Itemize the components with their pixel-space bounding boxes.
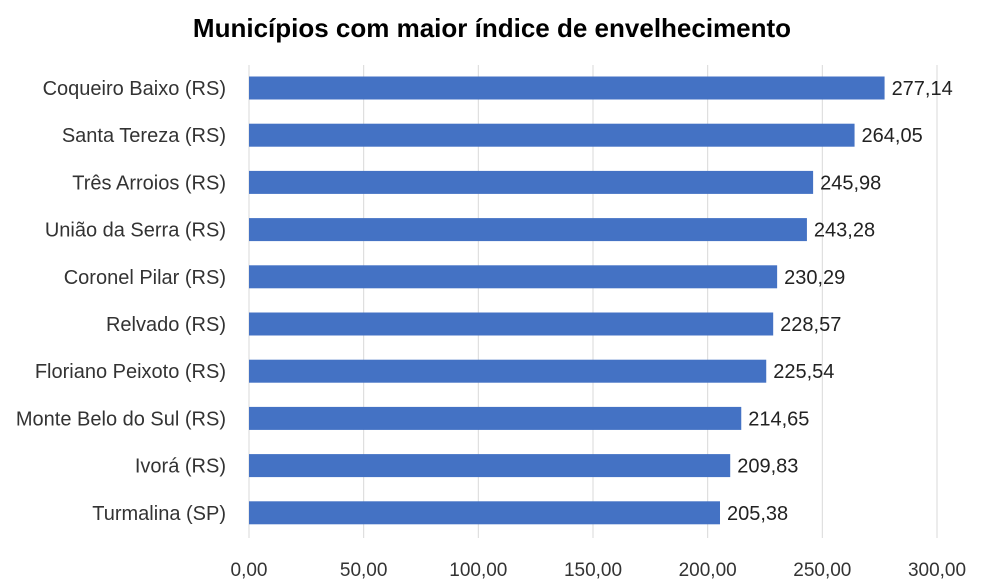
data-label: 228,57 [780, 314, 841, 336]
data-label: 245,98 [820, 172, 881, 194]
x-tick-label: 150,00 [564, 560, 622, 581]
bar [249, 501, 721, 525]
bar [249, 218, 807, 242]
data-labels: 277,14 264,05 245,98 243,28 230,29 228,57 225,… [727, 78, 953, 525]
data-label: 225,54 [773, 361, 834, 383]
category-label: Coronel Pilar (RS) [64, 267, 226, 289]
x-tick-label: 50,00 [340, 560, 388, 581]
bar [249, 406, 742, 430]
bar [249, 312, 774, 336]
bar [249, 170, 814, 194]
bars [249, 76, 885, 525]
bar [249, 123, 855, 147]
data-label: 264,05 [862, 125, 923, 147]
category-label: Santa Tereza (RS) [62, 125, 226, 147]
bar [249, 359, 767, 383]
bar [249, 76, 885, 100]
category-label: Floriano Peixoto (RS) [35, 361, 226, 383]
x-tick-label: 300,00 [908, 560, 966, 581]
chart-title: Municípios com maior índice de envelheci… [193, 13, 791, 43]
x-tick-label: 200,00 [679, 560, 737, 581]
x-tick-label: 250,00 [793, 560, 851, 581]
category-label: Três Arroios (RS) [72, 172, 226, 194]
category-label: União da Serra (RS) [45, 220, 226, 242]
x-tick-label: 100,00 [449, 560, 507, 581]
x-axis-ticks: 0,00 50,00 100,00 150,00 200,00 250,00 300,00 [231, 560, 967, 581]
category-label: Relvado (RS) [106, 314, 226, 336]
data-label: 214,65 [748, 408, 809, 430]
category-label: Monte Belo do Sul (RS) [16, 408, 226, 430]
category-label: Turmalina (SP) [92, 503, 226, 525]
category-label: Coqueiro Baixo (RS) [43, 78, 226, 100]
bar [249, 265, 778, 289]
data-label: 243,28 [814, 220, 875, 242]
x-tick-label: 0,00 [231, 560, 268, 581]
category-labels: Coqueiro Baixo (RS) Santa Tereza (RS) Três… [16, 78, 226, 525]
data-label: 277,14 [892, 78, 953, 100]
data-label: 209,83 [737, 456, 798, 478]
data-label: 230,29 [784, 267, 845, 289]
bar [249, 454, 731, 478]
data-label: 205,38 [727, 503, 788, 525]
category-label: Ivorá (RS) [135, 456, 226, 478]
